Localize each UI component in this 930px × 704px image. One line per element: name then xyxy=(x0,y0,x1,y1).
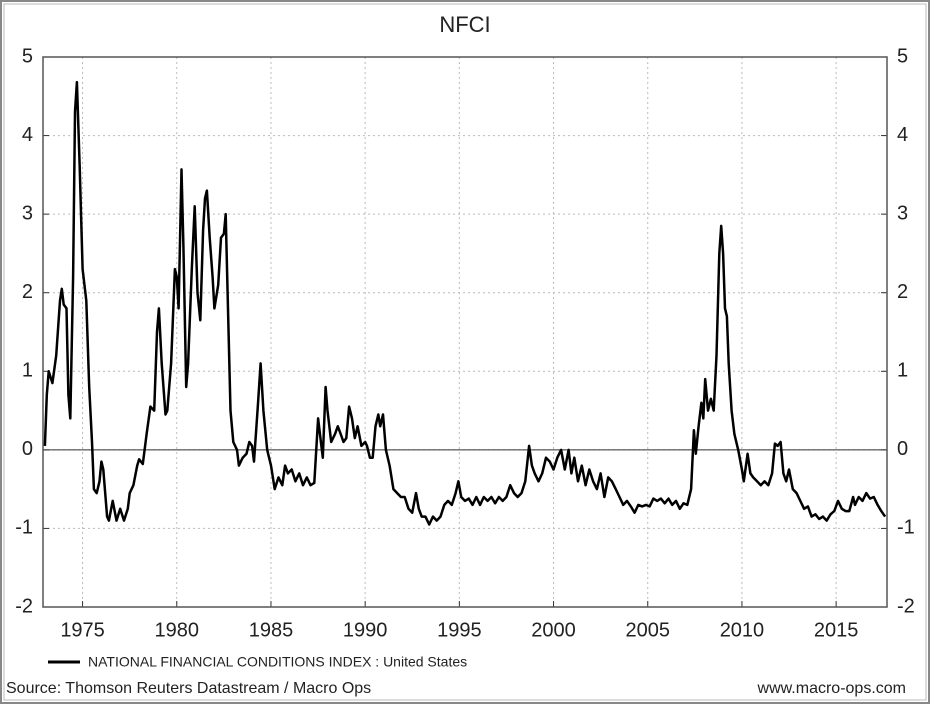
x-tick-label: 1975 xyxy=(60,619,105,641)
inner-frame xyxy=(3,3,927,701)
y-tick-label-right: 3 xyxy=(897,202,908,224)
x-tick-label: 1995 xyxy=(437,619,482,641)
y-tick-label: 0 xyxy=(22,438,33,460)
y-tick-label: 4 xyxy=(22,124,33,146)
credit: www.macro-ops.com xyxy=(757,680,906,697)
plot-area: -2 -2 -1 -1 0 0 1 1 2 2 3 3 4 4 5 5 1975 1980 1985 1990 1995… xyxy=(15,45,915,641)
y-tick-label-right: -1 xyxy=(897,517,915,539)
y-tick-label-right: -2 xyxy=(897,595,915,617)
x-tick-label: 2015 xyxy=(814,619,859,641)
y-tick-label-right: 1 xyxy=(897,360,908,382)
y-tick-label-right: 0 xyxy=(897,438,908,460)
y-tick-label-right: 2 xyxy=(897,281,908,303)
x-tick-label: 2005 xyxy=(625,619,670,641)
chart-title: NFCI xyxy=(439,12,490,37)
y-tick-label: 5 xyxy=(22,45,33,67)
y-tick-label: 1 xyxy=(22,360,33,382)
y-tick-label: 2 xyxy=(22,281,33,303)
source: Source: Thomson Reuters Datastream / Mac… xyxy=(6,680,371,697)
y-tick-label: 3 xyxy=(22,202,33,224)
legend-label: NATIONAL FINANCIAL CONDITIONS INDEX : Un… xyxy=(88,654,467,670)
series-line xyxy=(43,80,887,526)
x-tick-label: 2000 xyxy=(531,619,576,641)
plot-border xyxy=(42,56,888,608)
x-tick-label: 1980 xyxy=(155,619,200,641)
y-tick-label-right: 5 xyxy=(897,45,908,67)
x-tick-label: 1990 xyxy=(343,619,388,641)
x-tick-label: 2010 xyxy=(720,619,765,641)
y-tick-label: -1 xyxy=(15,517,33,539)
x-tick-label: 1985 xyxy=(249,619,294,641)
y-tick-label: -2 xyxy=(15,595,33,617)
y-tick-label-right: 4 xyxy=(897,124,908,146)
